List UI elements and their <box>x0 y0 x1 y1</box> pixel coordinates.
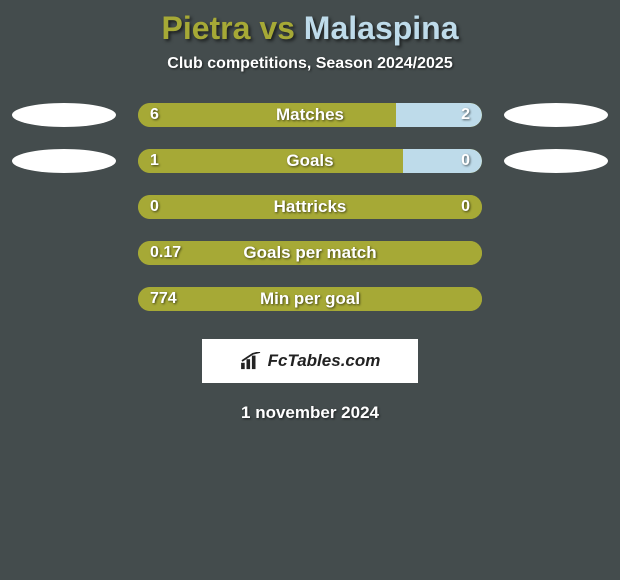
bar-label: Hattricks <box>138 195 482 219</box>
team-badge-right <box>504 103 608 127</box>
stat-bar: 62Matches <box>138 103 482 127</box>
team-badge-right <box>504 287 608 311</box>
team-badge-right <box>504 241 608 265</box>
bar-label: Min per goal <box>138 287 482 311</box>
stat-bar: 00Hattricks <box>138 195 482 219</box>
team-badge-left <box>12 149 116 173</box>
stat-row: 00Hattricks <box>0 195 620 219</box>
bar-label: Goals per match <box>138 241 482 265</box>
stat-row: 0.17Goals per match <box>0 241 620 265</box>
team-badge-right <box>504 149 608 173</box>
team-badge-right <box>504 195 608 219</box>
stat-bar: 10Goals <box>138 149 482 173</box>
title-left-team: Pietra <box>161 10 250 46</box>
chart-icon <box>240 352 262 370</box>
team-badge-left <box>12 103 116 127</box>
title-vs: vs <box>250 10 303 46</box>
stat-row: 62Matches <box>0 103 620 127</box>
page-title: Pietra vs Malaspina <box>0 0 620 55</box>
team-badge-left <box>12 195 116 219</box>
logo-text: FcTables.com <box>268 351 381 371</box>
bar-label: Matches <box>138 103 482 127</box>
comparison-card: Pietra vs Malaspina Club competitions, S… <box>0 0 620 580</box>
team-badge-left <box>12 287 116 311</box>
subtitle: Club competitions, Season 2024/2025 <box>0 55 620 103</box>
bar-label: Goals <box>138 149 482 173</box>
stat-row: 774Min per goal <box>0 287 620 311</box>
stat-rows: 62Matches 10Goals 00Hattricks 0.17Goals per… <box>0 103 620 311</box>
title-right-team: Malaspina <box>304 10 459 46</box>
logo-box[interactable]: FcTables.com <box>202 339 418 383</box>
stat-bar: 0.17Goals per match <box>138 241 482 265</box>
date-text: 1 november 2024 <box>0 403 620 423</box>
stat-bar: 774Min per goal <box>138 287 482 311</box>
stat-row: 10Goals <box>0 149 620 173</box>
team-badge-left <box>12 241 116 265</box>
